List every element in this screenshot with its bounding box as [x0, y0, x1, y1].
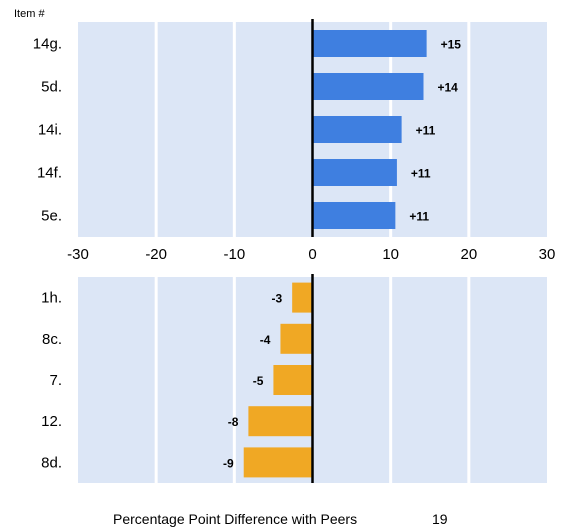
category-label: 12. [41, 413, 62, 430]
category-label: 8c. [42, 331, 62, 348]
data-label: +11 [411, 167, 431, 181]
category-label: 7. [49, 372, 62, 389]
category-label: 1h. [41, 290, 62, 307]
bar-14g [312, 30, 427, 57]
item-number-header: Item # [14, 8, 45, 20]
x-tick-label: 0 [308, 246, 316, 263]
x-tick-label: 10 [382, 246, 399, 263]
data-label: +14 [437, 81, 458, 95]
data-label: +11 [409, 210, 429, 224]
bar-14i [312, 116, 402, 143]
data-label: -9 [223, 456, 234, 470]
bar-7 [273, 365, 313, 395]
data-label: -4 [260, 333, 271, 347]
data-label: +15 [441, 38, 462, 52]
x-tick-label: -30 [67, 246, 89, 263]
category-label: 8d. [41, 454, 62, 471]
panel-1: 14g. +15 5d. +14 14i. +11 14f. +11 5e. +11 [33, 19, 547, 237]
data-label: -5 [253, 374, 264, 388]
x-axis-ticks: -30 -20 -10 0 10 20 30 [67, 246, 555, 263]
chart-panels: 14g. +15 5d. +14 14i. +11 14f. +11 5e. +11 1h. -3 8c… [33, 19, 547, 483]
bar-1h [292, 282, 313, 313]
panel-2: 1h. -3 8c. -4 7. -5 12. -8 8d. -9 [41, 274, 547, 483]
x-tick-label: 30 [539, 246, 556, 263]
bar-8d [243, 447, 313, 478]
bar-14f [312, 159, 397, 186]
x-tick-label: -20 [145, 246, 167, 263]
bar-5e [312, 202, 396, 229]
data-label: -3 [272, 292, 283, 306]
category-label: 14i. [38, 122, 62, 139]
category-label: 5e. [41, 208, 62, 225]
x-axis-title: Percentage Point Difference with Peers [113, 511, 357, 527]
x-tick-label: -10 [223, 246, 245, 263]
category-label: 14g. [33, 36, 62, 53]
data-label: -8 [228, 415, 239, 429]
x-tick-label: 20 [460, 246, 477, 263]
bar-8c [280, 323, 313, 354]
bar-5d [312, 73, 424, 100]
category-label: 5d. [41, 79, 62, 96]
data-label: +11 [416, 124, 436, 138]
page-number: 19 [432, 511, 448, 527]
bar-12 [248, 406, 313, 437]
category-label: 14f. [37, 165, 62, 182]
